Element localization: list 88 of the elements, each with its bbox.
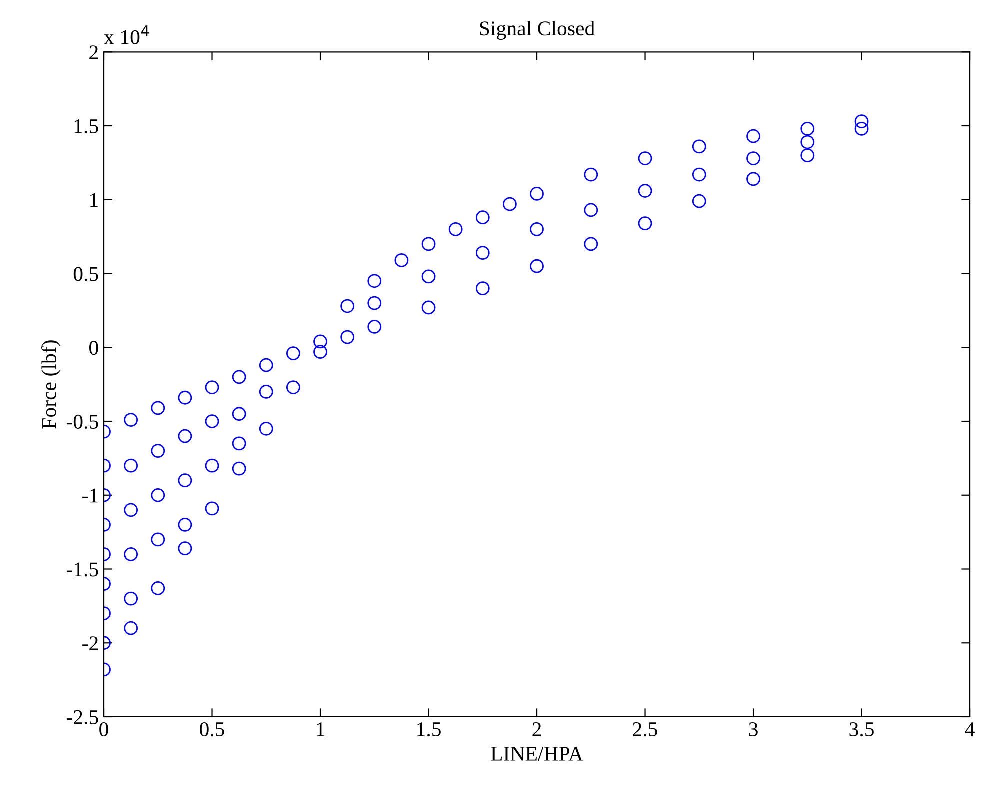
- y-tick-label: -2: [82, 636, 98, 650]
- y-tick-label: -1: [82, 488, 98, 503]
- point: [124, 592, 138, 606]
- point: [178, 474, 192, 488]
- point: [259, 422, 274, 436]
- point: [692, 140, 706, 154]
- point: [286, 346, 300, 360]
- point: [151, 532, 166, 547]
- point: [151, 444, 166, 458]
- x-tick-label: 0.5: [200, 722, 224, 737]
- point: [854, 114, 869, 129]
- point: [530, 222, 544, 236]
- point: [368, 320, 382, 334]
- chart-title: Signal Closed: [480, 21, 595, 40]
- point: [422, 237, 436, 252]
- point: [746, 152, 760, 166]
- point: [124, 413, 138, 427]
- point: [124, 621, 138, 636]
- point: [422, 300, 436, 315]
- point: [800, 148, 815, 163]
- point: [205, 458, 220, 473]
- point: [124, 548, 138, 562]
- point: [124, 458, 138, 473]
- point: [584, 237, 598, 252]
- point: [232, 436, 246, 451]
- point: [638, 152, 652, 166]
- point: [530, 259, 544, 274]
- point: [178, 518, 192, 532]
- x-tick-label: 0: [100, 722, 108, 737]
- point: [638, 184, 652, 198]
- x-tick-label: 1: [317, 722, 324, 736]
- x-tick-label: 3.5: [850, 722, 874, 737]
- y-tick-label: -0.5: [66, 414, 98, 430]
- point: [286, 380, 300, 394]
- y-axis-title: Force (lbf): [42, 340, 61, 429]
- point: [178, 390, 192, 405]
- point: [854, 122, 869, 136]
- point: [232, 407, 246, 422]
- point: [638, 216, 652, 230]
- point: [584, 168, 598, 182]
- point: [422, 270, 436, 284]
- point: [692, 194, 706, 208]
- y-tick-label: -1.5: [66, 562, 98, 577]
- point: [530, 187, 544, 201]
- point: [476, 282, 490, 296]
- point: [340, 330, 355, 344]
- y-tick-label: 0: [90, 341, 98, 356]
- point: [476, 246, 490, 260]
- point: [205, 414, 220, 428]
- point: [746, 129, 760, 144]
- point: [314, 334, 328, 349]
- y-tick-label: 0.5: [74, 267, 98, 282]
- x-axis-title: LINE/HPA: [491, 747, 584, 761]
- point: [151, 401, 166, 416]
- y-tick-label: 2: [90, 46, 98, 60]
- point: [800, 135, 815, 150]
- point: [232, 462, 246, 476]
- point: [314, 345, 328, 360]
- point: [205, 380, 220, 394]
- point: [746, 172, 760, 186]
- point: [151, 488, 166, 502]
- point: [476, 210, 490, 225]
- point: [178, 429, 192, 444]
- point: [368, 296, 382, 310]
- x-tick-label: 4: [965, 722, 975, 736]
- y-tick-label: 1.5: [74, 119, 98, 134]
- point: [232, 370, 246, 384]
- x-tick-label: 2: [532, 722, 542, 736]
- point: [692, 168, 706, 182]
- text: x 10$^{4}$: [104, 26, 150, 44]
- point: [800, 122, 815, 136]
- y-tick-label: 1: [90, 193, 98, 208]
- point: [368, 274, 382, 288]
- point: [259, 358, 274, 372]
- point: [259, 385, 274, 399]
- point: [448, 222, 463, 236]
- x-tick-label: 3: [749, 722, 758, 737]
- point: [394, 254, 409, 268]
- point: [340, 299, 355, 314]
- point: [178, 542, 192, 556]
- point: [205, 502, 220, 516]
- point: [124, 503, 138, 518]
- x-tick-label: 1.5: [418, 722, 441, 737]
- point: [151, 582, 166, 596]
- point: [584, 203, 598, 218]
- y-tick-label: -2.5: [66, 710, 98, 725]
- x-tick-label: 2.5: [633, 722, 658, 737]
- point: [503, 197, 517, 212]
